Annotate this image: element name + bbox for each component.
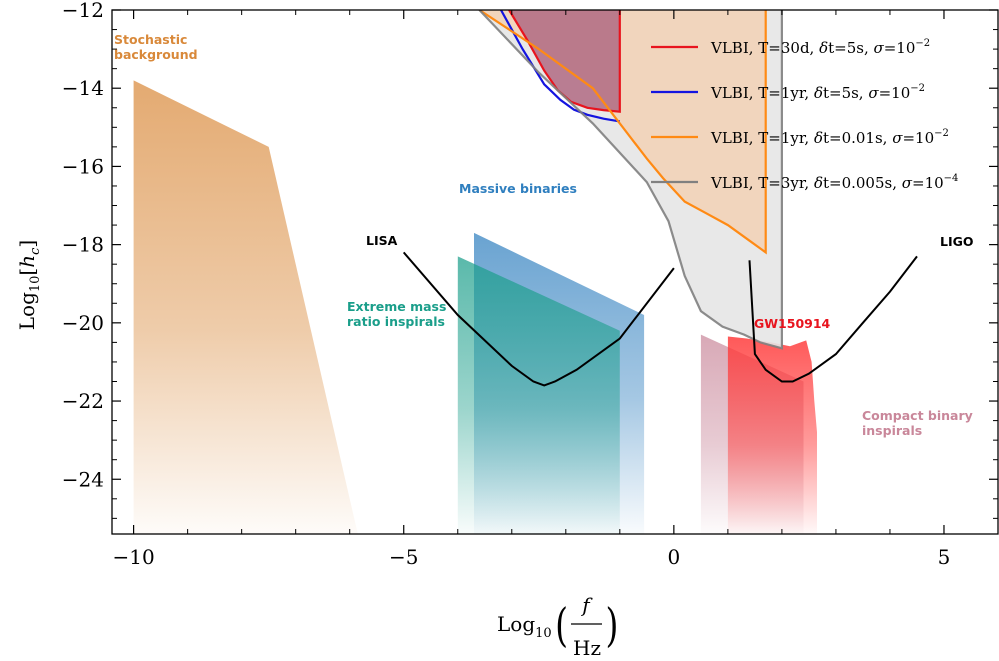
label-stochastic-background: Stochastic background xyxy=(114,32,198,62)
vlbi-curves xyxy=(478,10,783,350)
x-tick-label: −5 xyxy=(389,545,418,569)
region-extreme-mass-ratio-inspirals xyxy=(457,256,620,534)
legend-label-1: VLBI, T=30d, δt=5s, σ=10−2 xyxy=(710,38,930,57)
x-axis-frac-num: f xyxy=(580,593,593,617)
vlbi-filled-regions xyxy=(479,10,782,349)
y-tick-label: −20 xyxy=(62,311,104,335)
source-regions xyxy=(133,80,817,534)
region-gw150914 xyxy=(727,336,817,534)
y-axis-bracket-close: ] xyxy=(15,240,39,248)
y-tick-label: −18 xyxy=(62,233,104,257)
x-axis-paren-close: ) xyxy=(606,600,619,653)
y-tick-label: −16 xyxy=(62,154,104,178)
label-emri-line2: ratio inspirals xyxy=(347,314,445,329)
x-tick-label: −10 xyxy=(113,545,155,569)
detector-curves xyxy=(402,251,918,387)
x-tick-label: 5 xyxy=(938,545,951,569)
label-massive-binaries: Massive binaries xyxy=(459,181,577,196)
y-axis-bracket-open: [ xyxy=(15,268,39,276)
curve-ligo xyxy=(748,255,918,383)
y-axis-label-text: Log10[hc] xyxy=(15,240,43,330)
label-compact-line1: Compact binary xyxy=(862,408,973,423)
region-stochastic-background xyxy=(133,80,358,534)
curve-lisa xyxy=(402,251,675,387)
y-tick-label: −14 xyxy=(62,76,104,100)
y-axis-label: Log10[hc] xyxy=(15,240,43,330)
x-tick-label: 0 xyxy=(667,545,680,569)
x-axis-label: Log10 ( f Hz ) xyxy=(497,593,618,660)
label-gw150914: GW150914 xyxy=(754,316,831,331)
plot-frame xyxy=(111,9,999,535)
label-compact-binary: Compact binary inspirals xyxy=(862,408,977,438)
axis-ticks: −10 −5 0 5 −12 −14 −16 −18 −20 −22 −24 xyxy=(62,0,999,569)
label-stochastic-line2: background xyxy=(114,47,198,62)
label-lisa: LISA xyxy=(366,233,398,248)
vlbi-curve-3 xyxy=(478,10,767,255)
y-tick-label: −22 xyxy=(62,389,104,413)
x-axis-log-text: Log xyxy=(497,612,535,636)
vlbi-fill-3 xyxy=(479,10,766,253)
y-axis-var-sub: c xyxy=(28,247,43,255)
label-compact-line2: inspirals xyxy=(862,423,922,438)
vlbi-curve-2 xyxy=(500,10,620,123)
y-tick-label: −24 xyxy=(62,467,104,491)
x-axis-label-log: Log10 xyxy=(497,612,552,641)
legend-label-3: VLBI, T=1yr, δt=0.01s, σ=10−2 xyxy=(710,128,949,147)
y-axis-log-sub: 10 xyxy=(28,276,43,293)
legend-label-4: VLBI, T=3yr, δt=0.005s, σ=10−4 xyxy=(710,173,958,192)
vlbi-curve-4 xyxy=(478,10,783,350)
x-axis-log-sub: 10 xyxy=(535,626,552,641)
y-axis-var: h xyxy=(15,255,39,268)
label-emri-line1: Extreme mass xyxy=(347,299,446,314)
legend-label-2: VLBI, T=1yr, δt=5s, σ=10−2 xyxy=(710,83,925,102)
label-ligo: LIGO xyxy=(940,234,974,249)
legend: VLBI, T=30d, δt=5s, σ=10−2 VLBI, T=1yr, δ… xyxy=(651,38,958,192)
y-tick-label: −12 xyxy=(62,0,104,22)
x-axis-frac-den: Hz xyxy=(573,636,601,660)
label-stochastic-line1: Stochastic xyxy=(114,32,187,47)
plot-area xyxy=(133,10,918,534)
label-extreme-mass-ratio: Extreme mass ratio inspirals xyxy=(347,299,451,329)
x-axis-paren-open: ( xyxy=(555,600,568,653)
vlbi-fill-1 xyxy=(509,10,620,112)
y-axis-log-text: Log xyxy=(15,292,39,330)
region-labels: Stochastic background Massive binaries E… xyxy=(114,32,977,438)
